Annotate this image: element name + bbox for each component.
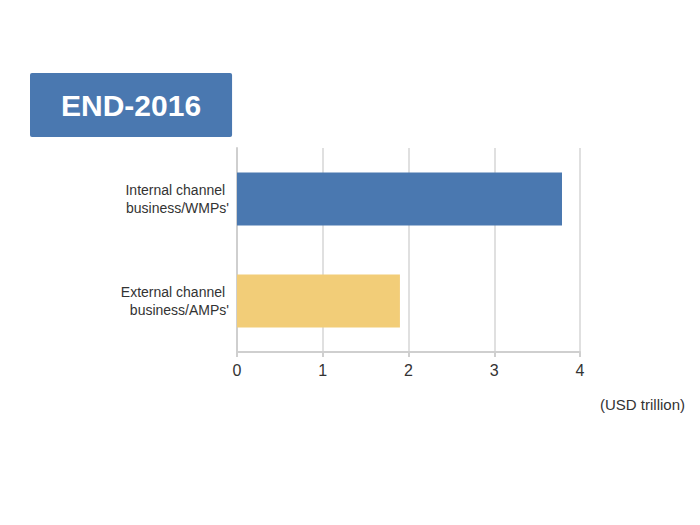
svg-text:Internal channel: Internal channel <box>125 182 229 198</box>
svg-text:External channel: External channel <box>121 284 229 300</box>
svg-text:business/AMPs': business/AMPs' <box>130 302 229 318</box>
svg-text:(USD trillion): (USD trillion) <box>600 396 685 413</box>
svg-text:0: 0 <box>233 362 242 379</box>
svg-text:1: 1 <box>318 362 327 379</box>
svg-text:4: 4 <box>576 362 585 379</box>
svg-text:3: 3 <box>490 362 499 379</box>
svg-text:END-2016: END-2016 <box>61 89 201 122</box>
svg-text:business/WMPs': business/WMPs' <box>126 200 229 216</box>
svg-text:2: 2 <box>404 362 413 379</box>
